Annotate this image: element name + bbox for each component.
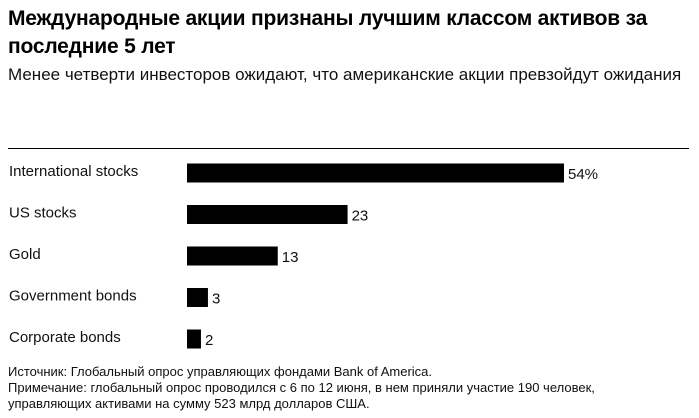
chart-title: Международные акции признаны лучшим клас… [8,7,648,58]
bar-gold [187,246,278,266]
bar-government-bonds [187,288,208,307]
value-label-corporate-bonds: 2 [205,332,213,349]
top-divider [8,148,689,149]
category-label-us-stocks: US stocks [9,205,77,222]
category-label-corporate-bonds: Corporate bonds [9,329,121,346]
chart-subtitle: Менее четверти инвесторов ожидают, что а… [8,65,682,84]
category-label-gold: Gold [9,246,41,263]
value-label-government-bonds: 3 [212,291,220,308]
footnote: Источник: Глобальный опрос управляющих ф… [8,364,696,412]
bar-us-stocks [187,205,348,224]
value-label-us-stocks: 23 [352,208,369,225]
value-label-gold: 13 [282,249,299,266]
bar-corporate-bonds [187,329,201,349]
category-label-government-bonds: Government bonds [9,288,137,305]
source-note: Источник: Глобальный опрос управляющих ф… [8,364,433,379]
value-label-international-stocks: 54% [568,166,598,183]
survey-note-line-2: управляющих активами на сумму 523 млрд д… [8,396,370,411]
survey-note-line-1: Примечание: глобальный опрос проводился … [8,380,595,395]
category-label-international-stocks: International stocks [9,163,138,180]
bar-international-stocks [187,163,564,183]
